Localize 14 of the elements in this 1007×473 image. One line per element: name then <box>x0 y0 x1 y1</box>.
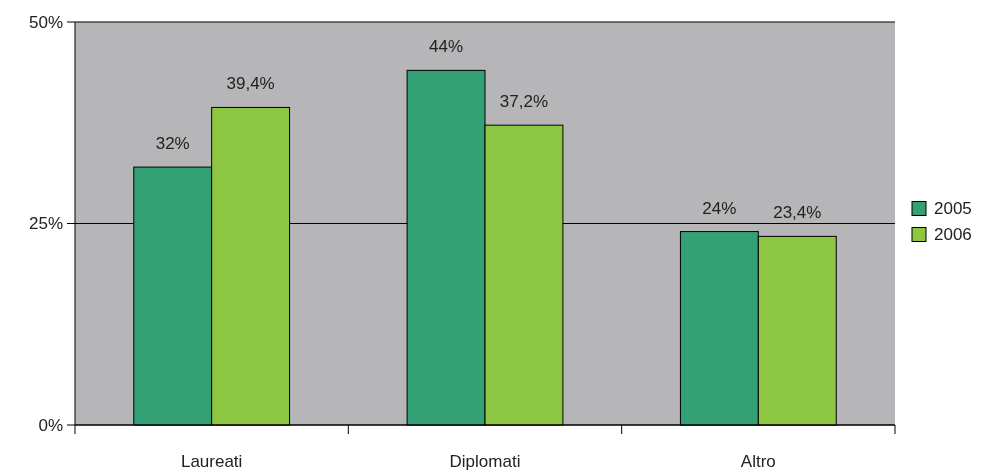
legend-label: 2005 <box>934 199 972 219</box>
data-label: 44% <box>429 37 464 57</box>
data-label: 23,4% <box>773 203 822 223</box>
y-tick-label: 50% <box>28 12 63 32</box>
data-label: 39,4% <box>226 74 275 94</box>
x-tick-label: Laureati <box>180 452 243 471</box>
data-label: 24% <box>702 198 737 218</box>
data-label: 37,2% <box>499 92 549 112</box>
legend-label: 2006 <box>934 225 972 245</box>
y-tick-label: 0% <box>38 415 63 435</box>
y-tick-label: 25% <box>28 214 63 234</box>
x-tick-label: Diplomati <box>449 452 521 471</box>
data-label: 32% <box>155 134 190 154</box>
x-tick-label: Altro <box>740 452 776 471</box>
